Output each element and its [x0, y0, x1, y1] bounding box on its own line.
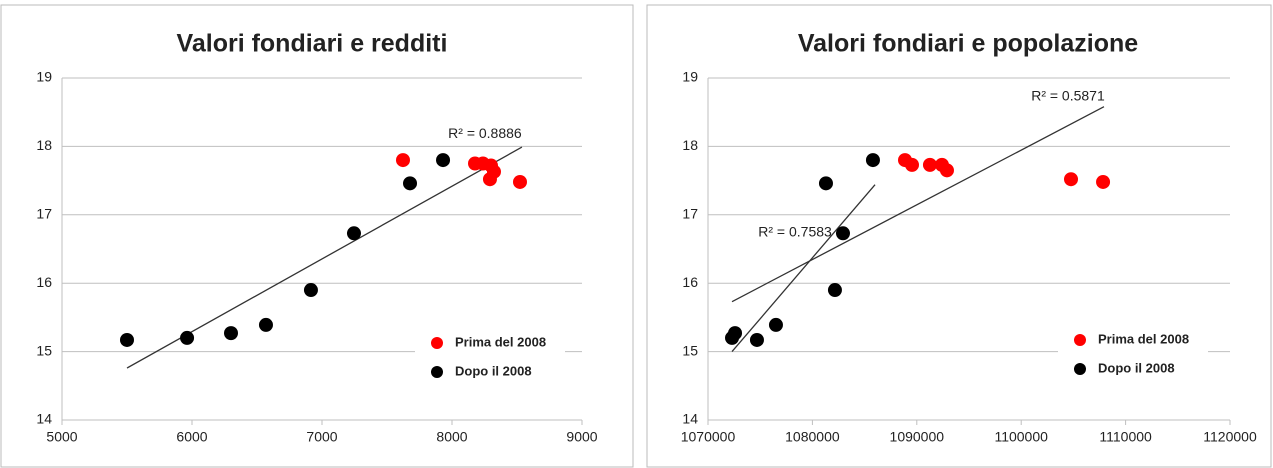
legend-label: Prima del 2008 — [455, 334, 546, 349]
point — [827, 283, 842, 298]
x-tick-label: 7000 — [306, 429, 337, 445]
point — [180, 330, 195, 345]
chart-title: Valori fondiari e redditi — [177, 30, 448, 58]
x-tick-label: 1100000 — [994, 429, 1048, 445]
legend-swatch — [1074, 334, 1086, 346]
point — [768, 317, 783, 332]
point — [922, 157, 937, 172]
y-tick-label: 19 — [682, 69, 698, 85]
point — [303, 283, 318, 298]
chart-title: Valori fondiari e popolazione — [798, 30, 1138, 58]
y-tick-label: 18 — [682, 137, 698, 153]
point — [120, 332, 134, 347]
point — [749, 332, 764, 347]
legend-box — [415, 325, 565, 390]
point — [904, 157, 919, 172]
trendline — [126, 146, 523, 369]
legend-label: Dopo il 2008 — [455, 363, 532, 378]
y-tick-label: 14 — [682, 411, 698, 427]
trendline — [731, 106, 1105, 303]
panel-frame — [0, 4, 634, 468]
point — [224, 326, 238, 341]
x-tick-label: 1120000 — [1203, 429, 1257, 445]
x-tick-label: 9000 — [566, 429, 597, 445]
point — [395, 153, 410, 168]
point — [436, 153, 451, 168]
trendline — [731, 184, 876, 353]
x-tick-label: 8000 — [436, 429, 467, 445]
y-tick-label: 17 — [36, 206, 52, 222]
y-tick-label: 16 — [36, 274, 52, 290]
y-tick-label: 15 — [36, 342, 52, 358]
legend-label: Prima del 2008 — [1098, 331, 1189, 346]
point — [403, 176, 418, 191]
r2-label: R² = 0.7583 — [758, 223, 832, 239]
point — [482, 172, 497, 187]
x-tick-label: 1090000 — [890, 429, 945, 445]
point — [258, 317, 273, 332]
point — [512, 174, 527, 189]
y-tick-label: 17 — [682, 206, 698, 222]
point — [939, 163, 954, 178]
point — [1096, 174, 1111, 189]
y-tick-label: 14 — [36, 411, 52, 427]
x-tick-label: 1070000 — [681, 429, 736, 445]
x-tick-label: 1080000 — [785, 429, 840, 445]
point — [835, 226, 850, 241]
x-tick-label: 6000 — [176, 429, 207, 445]
y-tick-label: 18 — [36, 137, 52, 153]
legend-box — [1058, 322, 1208, 387]
point — [728, 326, 743, 341]
legend-swatch — [1074, 363, 1086, 375]
legend-label: Dopo il 2008 — [1098, 360, 1175, 375]
point — [1063, 172, 1078, 187]
y-tick-label: 15 — [682, 342, 698, 358]
x-tick-label: 5000 — [46, 429, 77, 445]
y-tick-label: 19 — [36, 69, 52, 85]
legend-swatch — [431, 337, 443, 349]
y-tick-label: 16 — [682, 274, 698, 290]
point — [865, 153, 880, 168]
point — [818, 176, 833, 191]
point — [346, 226, 361, 241]
r2-label: R² = 0.5871 — [1031, 87, 1105, 103]
legend-swatch — [431, 366, 443, 378]
panel-frame — [646, 4, 1272, 468]
x-tick-label: 1110000 — [1099, 429, 1152, 445]
r2-label: R² = 0.8886 — [448, 125, 522, 141]
